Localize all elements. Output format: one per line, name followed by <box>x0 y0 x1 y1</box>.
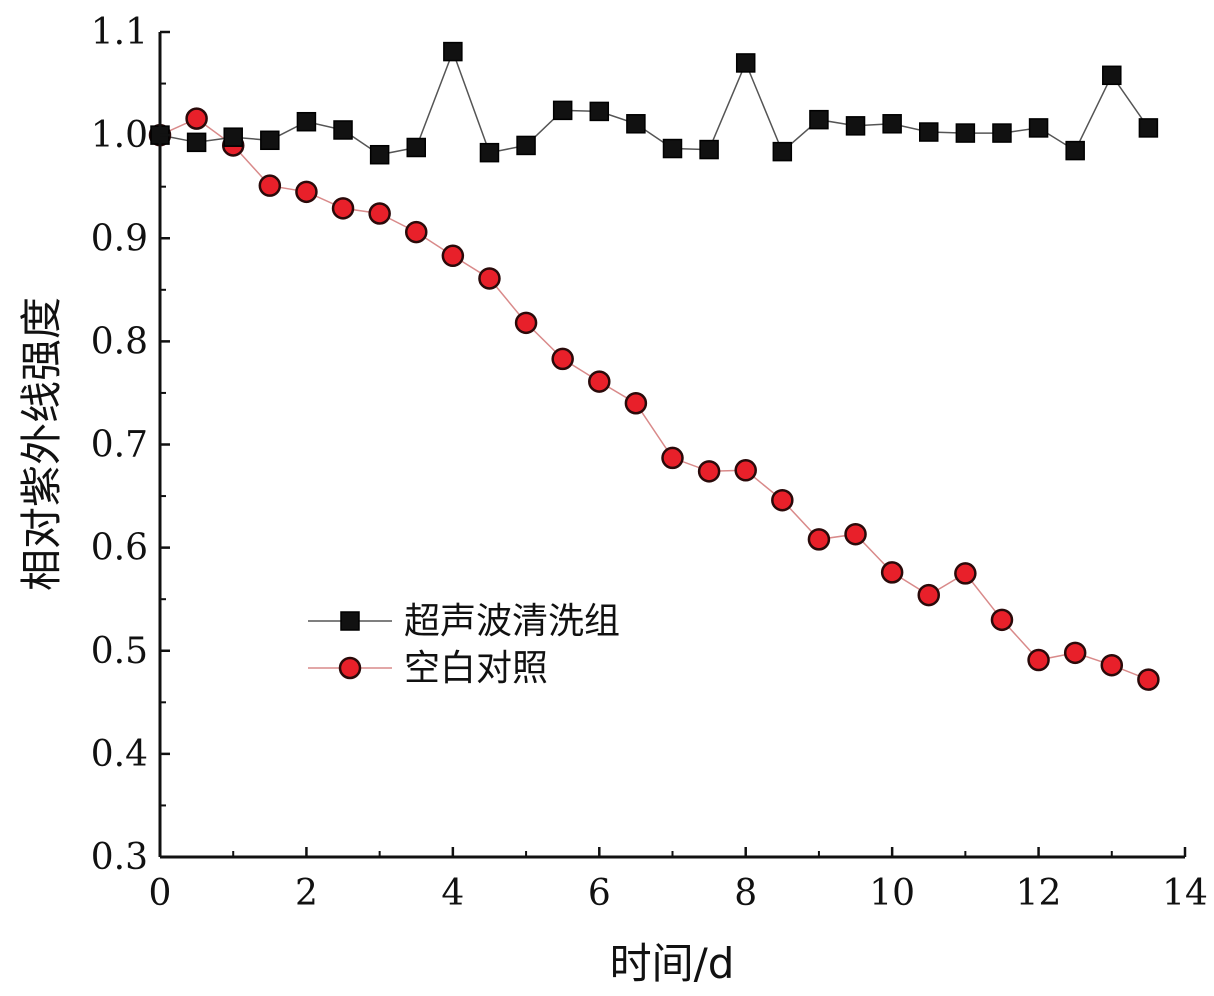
data-point-series-1 <box>333 120 353 140</box>
data-point-series-2 <box>1063 641 1087 665</box>
data-point-series-1 <box>992 123 1012 143</box>
y-tick-label: 0.8 <box>91 321 148 362</box>
data-point-series-1 <box>699 139 719 160</box>
x-tick-label: 4 <box>441 873 464 914</box>
data-point-series-2 <box>588 370 611 393</box>
y-tick-label: 0.5 <box>91 631 148 672</box>
data-point-series-1 <box>186 132 207 153</box>
x-tick-label: 0 <box>149 873 172 914</box>
x-tick-label: 2 <box>295 873 318 914</box>
x-ticks: 0 2 4 6 8 10 12 14 <box>149 847 1208 914</box>
data-point-series-2 <box>954 562 977 585</box>
data-point-series-1 <box>516 135 536 156</box>
x-tick-label: 10 <box>869 873 915 914</box>
data-point-series-2 <box>441 244 465 268</box>
data-point-series-1 <box>552 100 573 121</box>
data-point-series-2 <box>990 608 1014 632</box>
data-point-series-2 <box>368 202 391 225</box>
data-point-series-2 <box>880 561 904 584</box>
data-point-series-1 <box>1102 65 1122 86</box>
y-tick-label: 1.0 <box>91 115 148 156</box>
data-point-series-1 <box>589 101 610 122</box>
y-tick-label: 0.7 <box>91 425 148 466</box>
legend-label: 超声波清洗组 <box>404 601 620 642</box>
data-point-series-2 <box>258 174 282 197</box>
data-point-series-1 <box>1028 118 1049 138</box>
series-lines <box>159 49 1150 681</box>
data-point-series-2 <box>661 446 684 470</box>
data-point-series-1 <box>479 142 500 163</box>
data-point-series-1 <box>809 109 829 130</box>
data-point-series-2 <box>405 220 428 244</box>
data-point-series-2 <box>917 583 940 607</box>
data-point-series-2 <box>1100 653 1124 677</box>
data-point-series-2 <box>1137 668 1160 691</box>
y-ticks: 0.3 0.4 0.5 0.6 0.7 0.8 0.9 1.0 1.1 <box>91 12 170 878</box>
data-point-series-1 <box>662 138 683 159</box>
data-point-series-1 <box>955 123 976 143</box>
legend-label: 空白对照 <box>404 648 548 689</box>
data-point-series-2 <box>844 522 867 546</box>
data-point-series-1 <box>1065 140 1085 161</box>
data-point-series-2 <box>295 180 318 204</box>
series-line-2 <box>159 117 1149 681</box>
data-point-series-2 <box>1027 648 1050 672</box>
x-axis-title: 时间/d <box>610 939 735 988</box>
data-point-series-1 <box>626 114 646 134</box>
data-point-series-1 <box>296 111 317 132</box>
y-tick-label: 0.4 <box>91 734 148 775</box>
series-markers <box>148 41 1160 691</box>
legend-marker <box>340 611 360 631</box>
data-point-series-2 <box>734 459 757 482</box>
series-line-1 <box>159 49 1150 156</box>
data-point-series-2 <box>551 347 574 371</box>
y-tick-label: 0.9 <box>91 218 148 259</box>
data-point-series-1 <box>882 114 902 134</box>
data-point-series-1 <box>260 130 280 151</box>
data-point-series-1 <box>1138 118 1159 138</box>
data-point-series-1 <box>406 137 426 158</box>
data-point-series-2 <box>331 197 355 220</box>
y-axis-title: 相对紫外线强度 <box>17 297 66 591</box>
data-point-series-1 <box>735 53 756 73</box>
y-tick-label: 1.1 <box>91 12 148 53</box>
data-point-series-2 <box>185 107 208 130</box>
data-point-series-1 <box>223 127 243 147</box>
data-point-series-1 <box>919 122 939 142</box>
data-point-series-2 <box>697 460 721 483</box>
data-point-series-2 <box>478 267 501 290</box>
x-tick-label: 12 <box>1016 873 1062 914</box>
data-point-series-1 <box>772 141 793 162</box>
y-tick-label: 0.3 <box>91 837 148 878</box>
y-tick-label: 0.6 <box>91 528 148 569</box>
legend-marker <box>338 656 362 680</box>
data-point-series-1 <box>845 116 866 136</box>
data-point-series-2 <box>807 528 831 551</box>
x-tick-label: 6 <box>588 873 611 914</box>
data-point-series-2 <box>514 311 538 335</box>
data-point-series-1 <box>369 144 390 165</box>
x-tick-label: 8 <box>734 873 757 914</box>
data-point-series-1 <box>443 41 463 62</box>
data-point-series-2 <box>771 488 794 512</box>
data-point-series-2 <box>624 392 648 415</box>
x-tick-label: 14 <box>1162 873 1208 914</box>
